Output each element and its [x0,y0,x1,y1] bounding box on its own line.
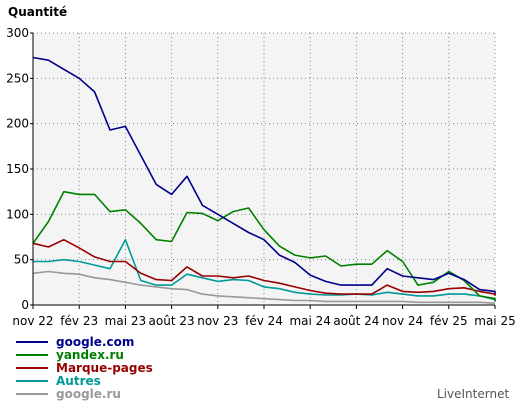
y-tick-label: 0 [21,298,29,312]
grid [33,32,496,305]
y-axis-label: Quantité [8,5,67,19]
y-ticks: 0 50 100 150 200 250 300 [6,26,33,312]
y-tick-label: 300 [6,26,29,40]
legend-label: google.com [56,335,134,349]
y-tick-label: 50 [14,253,29,267]
y-tick-label: 100 [6,207,29,221]
series-line-yandex-ru [32,190,496,302]
legend-label: google.ru [56,387,121,401]
x-tick-label: fév 23 [60,314,98,328]
series-line-autres [33,238,496,302]
series-lines [32,56,496,304]
y-tick-label: 150 [6,162,29,176]
series-line-google-com [32,56,496,295]
legend-label: yandex.ru [56,348,124,362]
x-tick-label: nov 23 [197,314,238,328]
x-tick-label: août 23 [149,314,195,328]
brand-label: LiveInternet [437,387,509,401]
x-ticks: nov 22 fév 23 mai 23 août 23 nov 23 fév 24 mai… [12,305,516,328]
x-tick-label: fév 24 [245,314,283,328]
y-tick-label: 200 [6,117,29,131]
legend: google.comyandex.ruMarque-pagesAutresgoo… [16,335,153,401]
x-tick-label: nov 22 [12,314,53,328]
x-tick-label: nov 24 [382,314,423,328]
legend-label: Autres [56,374,101,388]
y-tick-label: 250 [6,71,29,85]
x-tick-label: août 24 [333,314,379,328]
x-tick-label: mai 25 [474,314,515,328]
legend-label: Marque-pages [56,361,153,375]
x-tick-label: mai 24 [289,314,330,328]
series-line-google-ru [32,270,496,304]
x-tick-label: mai 23 [105,314,146,328]
series-line-marque-pages [32,238,496,296]
x-tick-label: fév 25 [430,314,468,328]
